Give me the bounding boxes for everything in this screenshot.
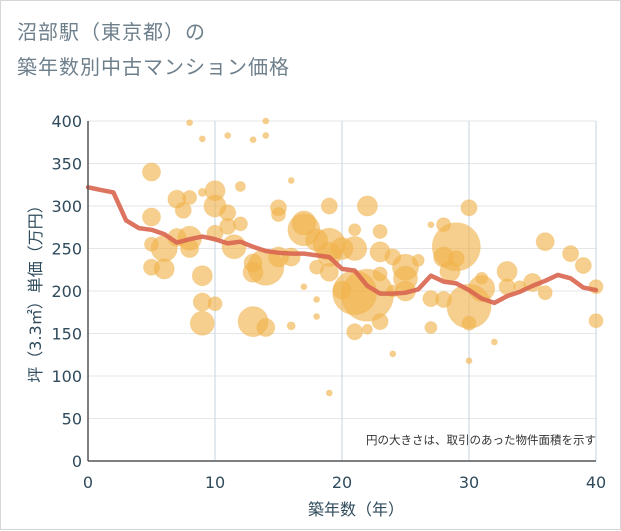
- data-bubble: [348, 223, 362, 237]
- data-bubble: [281, 247, 301, 267]
- y-tick-label: 300: [51, 197, 82, 216]
- title-line-2: 築年数別中古マンション価格: [17, 55, 290, 79]
- data-bubble: [198, 135, 206, 143]
- y-tick-label: 100: [51, 367, 82, 386]
- data-bubble: [346, 323, 364, 341]
- data-bubble: [320, 197, 338, 215]
- data-bubble: [411, 253, 425, 267]
- data-bubble: [490, 338, 498, 346]
- x-tick-label: 10: [205, 473, 225, 492]
- data-bubble: [313, 296, 321, 303]
- data-bubble: [234, 180, 246, 192]
- data-bubble: [431, 222, 481, 272]
- data-bubble: [537, 285, 553, 301]
- axes: 0 50 100 150 200 250 300 350 400 0 10 20 30 40: [51, 112, 606, 492]
- data-bubble: [142, 207, 161, 227]
- data-bubble: [232, 216, 248, 232]
- data-bubble: [371, 313, 389, 331]
- data-bubble: [424, 321, 438, 335]
- data-bubble: [342, 236, 368, 261]
- y-tick-label: 50: [62, 410, 82, 429]
- data-bubble: [191, 265, 213, 287]
- x-axis-label: 築年数（年）: [308, 500, 404, 519]
- data-bubble: [219, 217, 237, 235]
- y-tick-label: 350: [51, 155, 82, 174]
- x-tick-label: 20: [332, 473, 352, 492]
- data-bubble: [271, 207, 286, 222]
- bubble-size-note: 円の大きさは、取引のあった物件面積を示す: [366, 433, 596, 447]
- data-bubble: [361, 323, 373, 335]
- x-tick-label: 30: [459, 473, 479, 492]
- data-bubble: [249, 136, 257, 144]
- data-bubble: [372, 224, 388, 239]
- data-bubble: [221, 234, 247, 260]
- data-bubble: [313, 313, 321, 320]
- data-bubble: [207, 296, 223, 312]
- data-bubble: [427, 221, 435, 229]
- data-bubble: [356, 195, 378, 217]
- data-bubble: [465, 357, 473, 365]
- y-tick-label: 150: [51, 325, 82, 344]
- data-bubble: [174, 201, 192, 219]
- title-line-1: 沼部駅（東京都）の: [17, 20, 206, 44]
- data-bubble: [300, 283, 308, 291]
- data-bubble: [287, 177, 295, 184]
- y-tick-label: 400: [51, 112, 82, 131]
- data-bubble: [153, 258, 175, 280]
- y-tick-label: 250: [51, 240, 82, 259]
- data-bubble: [256, 318, 276, 338]
- data-bubble: [186, 119, 194, 127]
- data-bubble: [262, 131, 270, 139]
- data-bubble: [286, 321, 296, 331]
- x-tick-label: 0: [83, 473, 93, 492]
- average-price-line: [85, 185, 599, 306]
- data-bubble: [535, 232, 555, 252]
- data-bubble: [325, 389, 333, 397]
- data-bubble: [262, 117, 270, 125]
- data-bubble: [182, 190, 198, 205]
- y-tick-label: 0: [72, 452, 82, 471]
- data-bubble: [447, 250, 465, 268]
- y-tick-label: 200: [51, 282, 82, 301]
- data-bubble: [372, 266, 388, 282]
- data-bubble: [574, 257, 592, 274]
- bubble-series: [142, 117, 604, 397]
- trend-line-group: [85, 185, 599, 306]
- data-bubble: [319, 262, 339, 282]
- x-tick-label: 40: [586, 473, 606, 492]
- data-bubble: [189, 310, 215, 336]
- data-bubble: [460, 199, 478, 217]
- chart-title: 沼部駅（東京都）の 築年数別中古マンション価格: [17, 15, 290, 85]
- y-axis-label: 坪（3.3㎡）単価（万円）: [26, 197, 45, 382]
- data-bubble: [224, 131, 232, 139]
- data-bubble: [588, 313, 604, 329]
- data-bubble: [461, 315, 477, 331]
- data-bubble: [142, 162, 161, 182]
- data-bubble: [562, 245, 580, 263]
- data-bubble: [389, 350, 397, 358]
